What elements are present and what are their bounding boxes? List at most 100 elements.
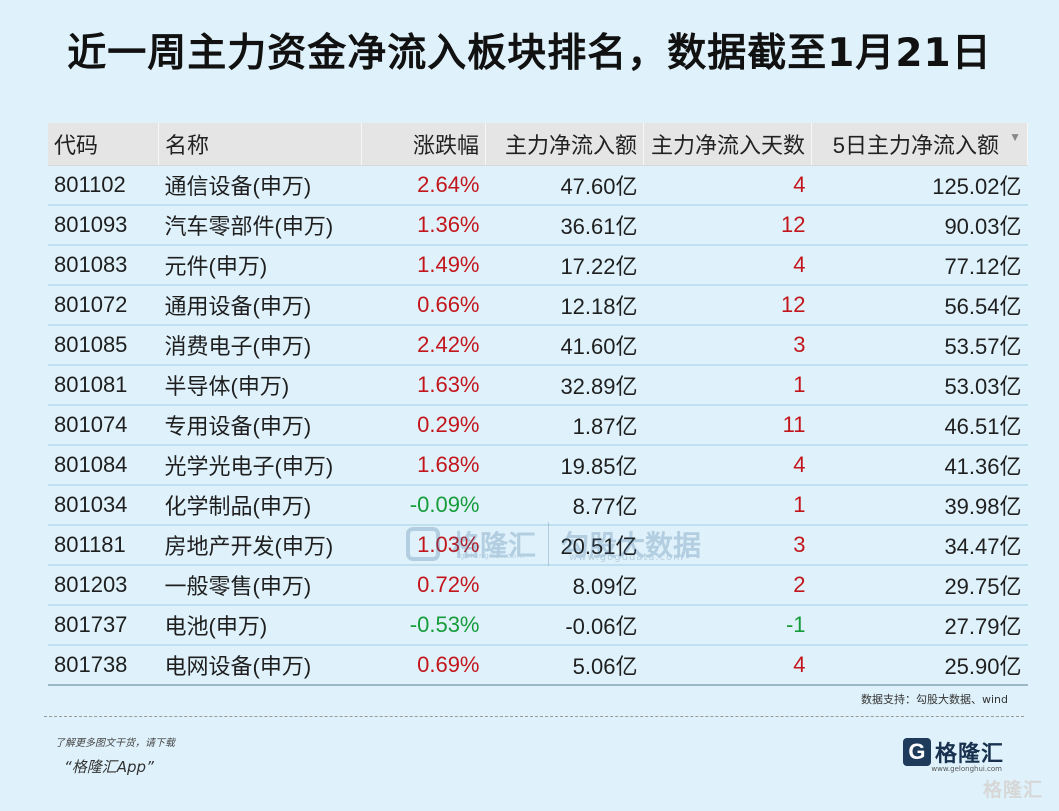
cell-change: 1.68% — [361, 445, 486, 486]
cell-net-inflow: 12.18亿 — [485, 285, 644, 326]
cell-name: 化学制品(申万) — [158, 485, 362, 526]
cell-inflow-days: 4 — [643, 445, 812, 486]
cell-inflow-days: 11 — [643, 405, 812, 446]
cell-inflow-days: 12 — [643, 205, 812, 246]
header-code[interactable]: 代码 — [48, 123, 159, 166]
cell-net-inflow: 47.60亿 — [485, 165, 644, 206]
cell-change: 1.63% — [361, 365, 486, 406]
cell-code: 801738 — [48, 645, 159, 686]
cell-inflow-days: 12 — [643, 285, 812, 326]
cell-code: 801081 — [48, 365, 159, 406]
cell-code: 801034 — [48, 485, 159, 526]
cell-five-day: 34.47亿 — [811, 525, 1028, 566]
cell-name: 通信设备(申万) — [158, 165, 362, 206]
cell-name: 半导体(申万) — [158, 365, 362, 406]
cell-net-inflow: -0.06亿 — [485, 605, 644, 646]
table-row[interactable]: 801074 专用设备(申万) 0.29% 1.87亿 11 46.51亿 — [48, 405, 1028, 446]
table-row[interactable]: 801072 通用设备(申万) 0.66% 12.18亿 12 56.54亿 — [48, 285, 1028, 326]
cell-net-inflow: 8.77亿 — [485, 485, 644, 526]
table-row[interactable]: 801034 化学制品(申万) -0.09% 8.77亿 1 39.98亿 — [48, 485, 1028, 526]
cell-net-inflow: 36.61亿 — [485, 205, 644, 246]
table-row[interactable]: 801102 通信设备(申万) 2.64% 47.60亿 4 125.02亿 — [48, 165, 1028, 206]
cell-change: 1.36% — [361, 205, 486, 246]
cell-five-day: 77.12亿 — [811, 245, 1028, 286]
cell-inflow-days: 4 — [643, 645, 812, 686]
gelonghui-logo-icon: G — [902, 738, 931, 766]
cell-net-inflow: 5.06亿 — [485, 645, 644, 686]
corner-watermark: 格隆汇 — [982, 779, 1043, 801]
header-change[interactable]: 涨跌幅 — [361, 123, 486, 166]
cell-change: 0.66% — [361, 285, 486, 326]
cell-five-day: 27.79亿 — [811, 605, 1028, 646]
cell-five-day: 125.02亿 — [811, 165, 1028, 206]
header-five-day-label: 5日主力净流入额 — [832, 133, 999, 158]
cell-code: 801203 — [48, 565, 159, 606]
cell-change: 2.64% — [361, 165, 486, 206]
table-header: 代码 名称 涨跌幅 主力净流入额 主力净流入天数 5日主力净流入额 ▼ — [48, 123, 1028, 166]
cell-five-day: 29.75亿 — [811, 565, 1028, 606]
cell-change: 0.72% — [361, 565, 486, 606]
table-body: 801102 通信设备(申万) 2.64% 47.60亿 4 125.02亿 801093 汽… — [48, 165, 1028, 686]
footer-divider — [44, 716, 1024, 717]
table-row[interactable]: 801181 房地产开发(申万) 1.03% 20.51亿 3 34.47亿 — [48, 525, 1028, 566]
cell-change: 0.29% — [361, 405, 486, 446]
cell-five-day: 46.51亿 — [811, 405, 1028, 446]
table-row[interactable]: 801737 电池(申万) -0.53% -0.06亿 -1 27.79亿 — [48, 605, 1028, 646]
cell-change: -0.09% — [361, 485, 486, 526]
cell-net-inflow: 8.09亿 — [485, 565, 644, 606]
cell-five-day: 39.98亿 — [811, 485, 1028, 526]
cell-name: 房地产开发(申万) — [158, 525, 362, 566]
table-row[interactable]: 801084 光学光电子(申万) 1.68% 19.85亿 4 41.36亿 — [48, 445, 1028, 486]
sort-desc-icon[interactable]: ▼ — [1009, 130, 1021, 144]
cell-net-inflow: 41.60亿 — [485, 325, 644, 366]
header-name[interactable]: 名称 — [158, 123, 362, 166]
brand-logo-text: 格隆汇 — [934, 742, 1004, 767]
cell-net-inflow: 1.87亿 — [485, 405, 644, 446]
cell-inflow-days: 3 — [643, 325, 812, 366]
cell-inflow-days: 4 — [643, 165, 812, 206]
source-note: 数据支持：勾股大数据、wind — [860, 693, 1008, 706]
cell-inflow-days: -1 — [643, 605, 812, 646]
cell-inflow-days: 3 — [643, 525, 812, 566]
cell-five-day: 53.03亿 — [811, 365, 1028, 406]
cell-name: 元件(申万) — [158, 245, 362, 286]
cell-code: 801072 — [48, 285, 159, 326]
cell-code: 801737 — [48, 605, 159, 646]
cell-five-day: 53.57亿 — [811, 325, 1028, 366]
cell-inflow-days: 1 — [643, 485, 812, 526]
table-row[interactable]: 801083 元件(申万) 1.49% 17.22亿 4 77.12亿 — [48, 245, 1028, 286]
table-row[interactable]: 801085 消费电子(申万) 2.42% 41.60亿 3 53.57亿 — [48, 325, 1028, 366]
cell-net-inflow: 19.85亿 — [485, 445, 644, 486]
cell-name: 汽车零部件(申万) — [158, 205, 362, 246]
cell-five-day: 25.90亿 — [811, 645, 1028, 686]
cell-code: 801083 — [48, 245, 159, 286]
sector-ranking-table-wrapper: 代码 名称 涨跌幅 主力净流入额 主力净流入天数 5日主力净流入额 ▼ 8011… — [48, 123, 1028, 686]
cell-change: 2.42% — [361, 325, 486, 366]
cell-code: 801102 — [48, 165, 159, 206]
sector-ranking-table: 代码 名称 涨跌幅 主力净流入额 主力净流入天数 5日主力净流入额 ▼ 8011… — [48, 123, 1028, 686]
header-inflow-days[interactable]: 主力净流入天数 — [643, 123, 812, 166]
table-row[interactable]: 801081 半导体(申万) 1.63% 32.89亿 1 53.03亿 — [48, 365, 1028, 406]
cell-code: 801093 — [48, 205, 159, 246]
brand-logo: G 格隆汇 — [902, 736, 1004, 768]
page-title: 近一周主力资金净流入板块排名，数据截至1月21日 — [67, 31, 992, 76]
cell-five-day: 90.03亿 — [811, 205, 1028, 246]
header-five-day[interactable]: 5日主力净流入额 ▼ — [811, 123, 1028, 166]
table-row[interactable]: 801203 一般零售(申万) 0.72% 8.09亿 2 29.75亿 — [48, 565, 1028, 606]
cell-name: 消费电子(申万) — [158, 325, 362, 366]
cell-inflow-days: 2 — [643, 565, 812, 606]
cell-change: 1.49% — [361, 245, 486, 286]
cell-net-inflow: 32.89亿 — [485, 365, 644, 406]
header-net-inflow[interactable]: 主力净流入额 — [485, 123, 644, 166]
table-row[interactable]: 801093 汽车零部件(申万) 1.36% 36.61亿 12 90.03亿 — [48, 205, 1028, 246]
cell-net-inflow: 20.51亿 — [485, 525, 644, 566]
cell-name: 电池(申万) — [158, 605, 362, 646]
cell-five-day: 41.36亿 — [811, 445, 1028, 486]
cell-code: 801084 — [48, 445, 159, 486]
cell-change: 1.03% — [361, 525, 486, 566]
cell-change: -0.53% — [361, 605, 486, 646]
cell-name: 专用设备(申万) — [158, 405, 362, 446]
cell-code: 801074 — [48, 405, 159, 446]
cell-net-inflow: 17.22亿 — [485, 245, 644, 286]
table-row[interactable]: 801738 电网设备(申万) 0.69% 5.06亿 4 25.90亿 — [48, 645, 1028, 686]
